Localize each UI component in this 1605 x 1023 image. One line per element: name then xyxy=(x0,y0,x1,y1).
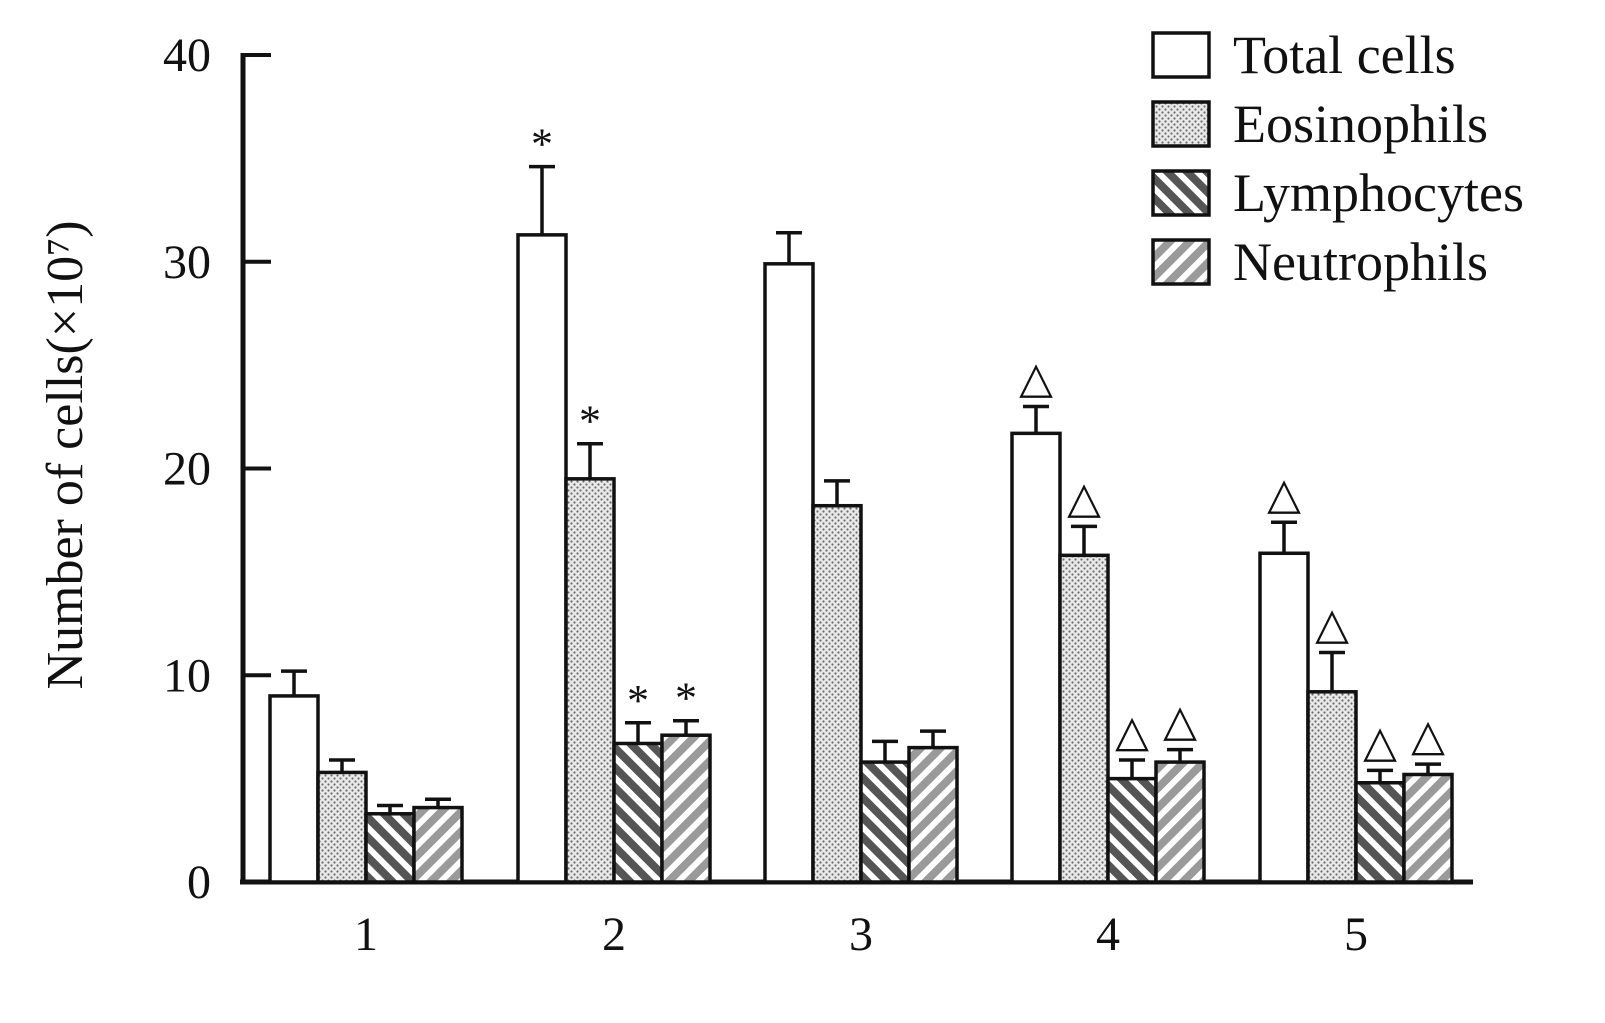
y-tick-label: 10 xyxy=(163,649,211,702)
significance-marker: * xyxy=(675,674,697,723)
legend-swatch-eosinophils xyxy=(1151,100,1211,148)
x-tick-label: 5 xyxy=(1344,908,1368,961)
x-tick-label: 4 xyxy=(1096,908,1120,961)
bar-total-cells-2 xyxy=(516,233,568,884)
y-tick-label: 30 xyxy=(163,236,211,289)
legend-label-lymphocytes: Lymphocytes xyxy=(1233,163,1524,223)
bar-eosinophils-1 xyxy=(316,770,368,884)
plot-area: 0 10 20 30 40 * △ △ * △ △ * △ △ * △ △ 1 2 3 4 5 xyxy=(163,29,1473,961)
significance-marker: △ xyxy=(1411,711,1445,760)
bar-neutrophils-4 xyxy=(1154,760,1206,884)
legend-label-total-cells: Total cells xyxy=(1233,25,1456,85)
x-tick-label: 3 xyxy=(849,908,873,961)
significance-marker: △ xyxy=(1019,353,1053,402)
bar-total-cells-4 xyxy=(1010,431,1062,884)
bar-neutrophils-1 xyxy=(412,805,464,884)
significance-marker: △ xyxy=(1363,717,1397,766)
bar-lymphocytes-5 xyxy=(1354,781,1406,884)
significance-marker: * xyxy=(579,397,601,446)
bar-eosinophils-4 xyxy=(1058,553,1110,884)
legend-label-eosinophils: Eosinophils xyxy=(1233,94,1488,154)
bar-eosinophils-3 xyxy=(811,503,863,884)
y-axis-title: Number of cells(×10⁷) xyxy=(37,220,94,689)
y-tick-label: 20 xyxy=(163,443,211,496)
bar-eosinophils-5 xyxy=(1306,690,1358,884)
bar-total-cells-5 xyxy=(1258,551,1310,884)
legend-label-neutrophils: Neutrophils xyxy=(1233,232,1488,292)
bar-neutrophils-2 xyxy=(660,733,712,884)
bar-total-cells-1 xyxy=(268,694,320,884)
x-tick-label: 2 xyxy=(602,908,626,961)
significance-marker: △ xyxy=(1267,469,1301,518)
x-tick-label: 1 xyxy=(354,908,378,961)
bar-neutrophils-3 xyxy=(907,745,959,884)
significance-marker: △ xyxy=(1067,473,1101,522)
bar-neutrophils-5 xyxy=(1402,772,1454,884)
significance-marker: * xyxy=(627,676,649,725)
legend-swatch-neutrophils xyxy=(1151,238,1211,286)
bar-lymphocytes-3 xyxy=(859,760,911,884)
legend-swatch-total-cells xyxy=(1151,31,1211,79)
bar-lymphocytes-1 xyxy=(364,812,416,884)
y-tick-label: 40 xyxy=(163,29,211,82)
bar-lymphocytes-4 xyxy=(1106,776,1158,884)
y-tick-label: 0 xyxy=(187,856,211,909)
bar-lymphocytes-2 xyxy=(612,741,664,884)
bar-total-cells-3 xyxy=(763,262,815,884)
significance-marker: * xyxy=(531,120,553,169)
legend-swatch-lymphocytes xyxy=(1151,169,1211,217)
significance-marker: △ xyxy=(1315,600,1349,649)
significance-marker: △ xyxy=(1163,697,1197,746)
significance-marker: △ xyxy=(1115,707,1149,756)
bar-eosinophils-2 xyxy=(564,477,616,884)
legend: Total cells Eosinophils Lymphocytes Neutrop… xyxy=(1151,25,1524,292)
